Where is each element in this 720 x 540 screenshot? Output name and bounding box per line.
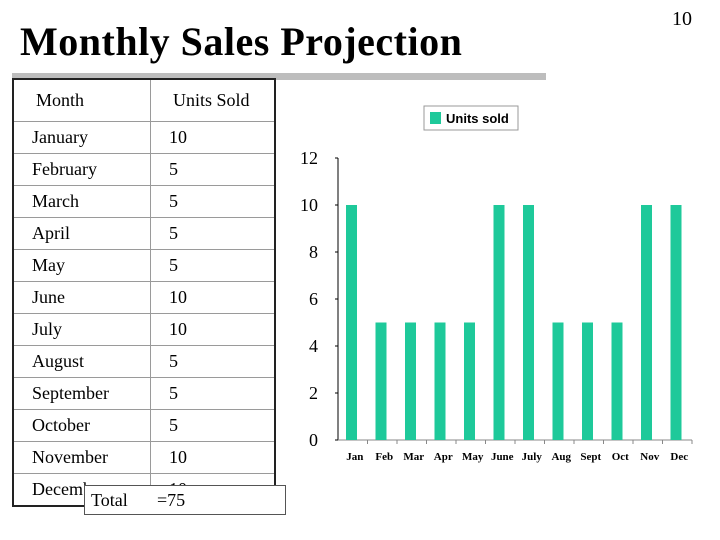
- x-tick-label: Oct: [612, 451, 629, 463]
- x-tick-label: Nov: [640, 451, 659, 463]
- y-tick-label: 4: [309, 336, 318, 356]
- month-cell: June: [13, 281, 151, 314]
- chart-legend: Units sold: [423, 105, 519, 131]
- y-tick-label: 12: [300, 148, 318, 168]
- month-cell: November: [13, 441, 151, 474]
- units-cell: 5: [150, 345, 275, 378]
- bar-dec: [670, 205, 682, 440]
- x-tick-label: Sept: [580, 451, 601, 463]
- bar-aug: [552, 322, 564, 440]
- table-row: May 5: [13, 249, 275, 282]
- bar-sept: [582, 322, 593, 440]
- units-cell: 10: [150, 441, 275, 474]
- y-tick-label: 8: [309, 242, 318, 262]
- bar-apr: [434, 322, 446, 440]
- table-row: November 10: [13, 441, 275, 474]
- header-units-sold: Units Sold: [150, 79, 275, 122]
- month-cell: February: [13, 153, 151, 186]
- x-tick-label: June: [491, 451, 514, 463]
- bar-mar: [405, 322, 416, 440]
- table-row: January 10: [13, 121, 275, 154]
- total-value: =75: [157, 490, 186, 510]
- month-cell: July: [13, 313, 151, 346]
- bar-oct: [611, 322, 623, 440]
- x-tick-label: Aug: [551, 451, 571, 463]
- title-underline: [12, 73, 546, 80]
- table-row: March 5: [13, 185, 275, 218]
- page-number: 10: [672, 8, 692, 30]
- units-cell: 10: [150, 313, 275, 346]
- y-tick-label: 2: [309, 383, 318, 403]
- units-sold-bar-chart: 0 2 4 6 8 10 12 Jan Feb Mar Apr May June July Aug Sept O…: [300, 105, 693, 463]
- y-tick-label: 0: [309, 430, 318, 450]
- units-cell: 5: [150, 249, 275, 282]
- table-row: October 5: [13, 409, 275, 442]
- month-cell: August: [13, 345, 151, 378]
- slide-title: Monthly Sales Projection: [20, 19, 463, 64]
- bar-may: [464, 322, 475, 440]
- units-cell: 5: [150, 409, 275, 442]
- units-cell: 5: [150, 377, 275, 410]
- bar-july: [523, 205, 534, 440]
- x-tick-label: May: [462, 451, 484, 463]
- bar-nov: [641, 205, 652, 440]
- month-cell: January: [13, 121, 151, 154]
- month-cell: September: [13, 377, 151, 410]
- table-row: February 5: [13, 153, 275, 186]
- table-header-row: Month Units Sold: [13, 79, 275, 122]
- x-tick-label: Dec: [670, 451, 688, 463]
- table-row: August 5: [13, 345, 275, 378]
- table-row: April 5: [13, 217, 275, 250]
- total-label: Total: [91, 490, 128, 510]
- month-cell: May: [13, 249, 151, 282]
- bar-feb: [375, 322, 387, 440]
- x-tick-label: Mar: [403, 451, 424, 463]
- legend-swatch: [430, 112, 441, 124]
- sales-table: Month Units Sold January 10 February 5 March…: [12, 78, 276, 507]
- units-cell: 5: [150, 185, 275, 218]
- x-tick-label: July: [522, 451, 543, 463]
- y-tick-label: 10: [300, 195, 318, 215]
- month-cell: March: [13, 185, 151, 218]
- table-row: July 10: [13, 313, 275, 346]
- units-cell: 5: [150, 153, 275, 186]
- bar-jan: [346, 205, 357, 440]
- total-box: Total =75: [84, 485, 286, 515]
- units-cell: 5: [150, 217, 275, 250]
- x-tick-label: Jan: [346, 451, 363, 463]
- x-tick-label: Apr: [434, 451, 453, 463]
- y-tick-label: 6: [309, 289, 318, 309]
- table-row: June 10: [13, 281, 275, 314]
- month-cell: October: [13, 409, 151, 442]
- header-month: Month: [13, 79, 151, 122]
- bar-june: [493, 205, 505, 440]
- legend-label: Units sold: [446, 111, 509, 126]
- month-cell: April: [13, 217, 151, 250]
- table-row: September 5: [13, 377, 275, 410]
- x-tick-label: Feb: [375, 451, 393, 463]
- units-cell: 10: [150, 281, 275, 314]
- units-cell: 10: [150, 121, 275, 154]
